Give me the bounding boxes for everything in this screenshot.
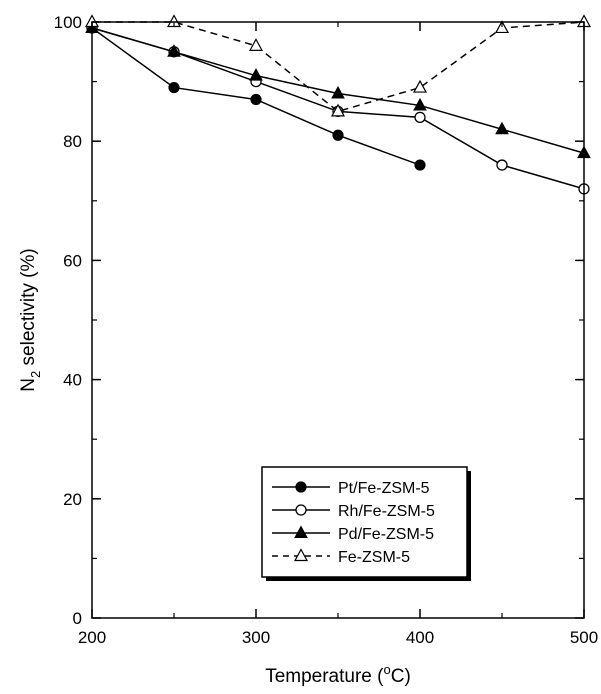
data-point: [331, 85, 345, 99]
y-tick-label: 60: [63, 251, 82, 270]
y-tick-label: 20: [63, 490, 82, 509]
data-point: [330, 103, 346, 117]
x-tick-label: 300: [242, 628, 270, 647]
data-point: [332, 129, 344, 141]
data-point: [249, 68, 263, 81]
x-axis-title-tail: C): [391, 666, 411, 687]
x-tick-label: 400: [406, 628, 434, 647]
ticks-layer: 0 20 40 60 80 100 200 300 400 500: [54, 13, 599, 647]
legend-item-pt-fe-zsm-5: Pt/Fe-ZSM-5: [272, 480, 430, 497]
legend-item-pd-fe-zsm-5: Pd/Fe-ZSM-5: [272, 525, 434, 543]
legend-marker: [295, 481, 307, 493]
data-point: [414, 159, 426, 171]
data-point: [412, 79, 428, 93]
data-point: [168, 81, 180, 94]
y-tick-label: 100: [54, 13, 82, 32]
legend-marker: [293, 548, 309, 562]
y-tick-label: 0: [73, 609, 82, 628]
data-point: [413, 97, 427, 111]
series-pt-fe-zsm-5: [86, 22, 426, 171]
legend-item-fe-zsm-5: Fe-ZSM-5: [272, 548, 410, 566]
legend-label: Fe-ZSM-5: [338, 549, 410, 566]
data-point: [248, 38, 264, 51]
legend-items: Pt/Fe-ZSM-5 Rh/Fe-ZSM-5 Pd/Fe-ZSM-5 Fe-ZSM-…: [272, 480, 435, 566]
data-point: [167, 44, 181, 57]
x-axis-title-degree: o: [383, 662, 390, 677]
legend: Pt/Fe-ZSM-5 Rh/Fe-ZSM-5 Pd/Fe-ZSM-5 Fe-ZSM-…: [261, 466, 471, 581]
series-fe-zsm-5: [84, 14, 592, 117]
legend-label: Rh/Fe-ZSM-5: [338, 503, 435, 520]
data-point: [250, 93, 262, 106]
data-point: [496, 159, 508, 171]
x-axis-title-base: Temperature (: [265, 666, 384, 687]
series-layer: [84, 14, 592, 195]
y-tick-label: 40: [63, 371, 82, 390]
legend-label: Pt/Fe-ZSM-5: [338, 480, 430, 497]
legend-label: Pd/Fe-ZSM-5: [338, 526, 434, 543]
y-tick-label: 80: [63, 132, 82, 151]
y-axis-title: N2 selectivity (%): [18, 248, 43, 391]
data-point: [414, 111, 426, 124]
x-tick-label: 200: [78, 628, 106, 647]
x-axis-title: Temperature (oC): [265, 662, 411, 687]
legend-item-rh-fe-zsm-5: Rh/Fe-ZSM-5: [272, 503, 435, 520]
data-point: [495, 121, 509, 135]
legend-marker: [295, 504, 307, 516]
y-axis-title-tail: selectivity (%): [18, 248, 39, 370]
y-axis-title-subscript: 2: [28, 371, 43, 378]
y-axis-title-base: N: [18, 378, 39, 392]
x-tick-label: 500: [570, 628, 598, 647]
legend-marker: [294, 525, 308, 538]
